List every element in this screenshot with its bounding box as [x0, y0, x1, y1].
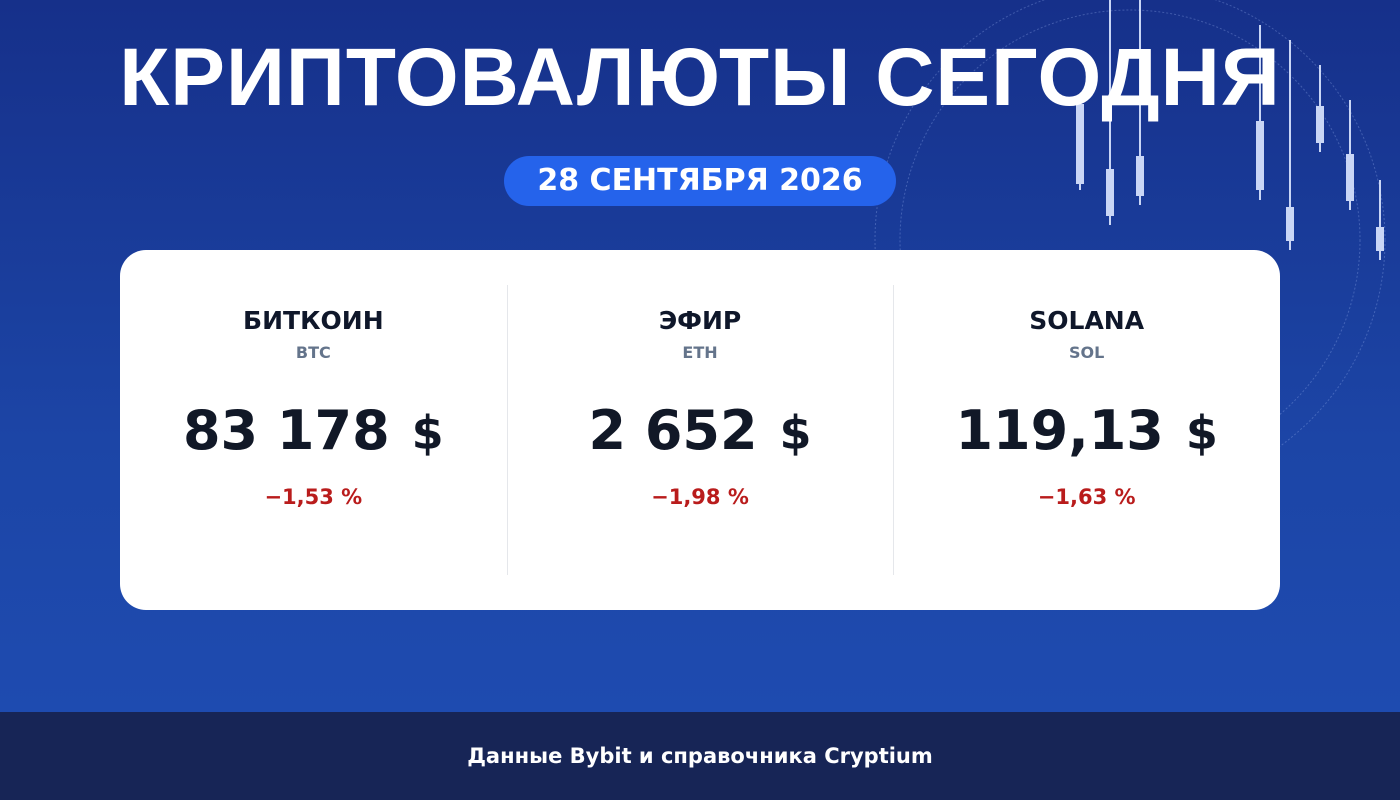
coin-column: БИТКОИН BTC 83 178 $ −1,53 %: [120, 250, 507, 610]
price-change: −1,53 %: [264, 485, 363, 509]
coin-name: БИТКОИН: [243, 306, 384, 335]
coin-price: 2 652 $: [507, 399, 894, 465]
prices-card: БИТКОИН BTC 83 178 $ −1,53 % ЭФИР ETH 2 652 $ −1,…: [120, 250, 1280, 610]
coin-ticker: ETH: [682, 343, 718, 362]
coin-column: ЭФИР ETH 2 652 $ −1,98 %: [506, 250, 894, 610]
footer-source: Данные Bybit и справочника Cryptium: [0, 712, 1400, 800]
price-change: −1,63 %: [1037, 485, 1136, 509]
coin-ticker: BTC: [295, 343, 331, 362]
price-change: −1,98 %: [651, 485, 749, 509]
price-value: 2 652: [588, 399, 758, 462]
price-currency: $: [779, 406, 812, 460]
coin-name: ЭФИР: [658, 306, 742, 335]
coin-name: SOLANA: [1029, 306, 1145, 335]
price-currency: $: [1185, 406, 1218, 460]
price-value: 119,13: [955, 399, 1164, 462]
price-value: 83 178: [182, 399, 390, 462]
price-currency: $: [411, 406, 444, 460]
coin-price: 119,13 $: [893, 399, 1280, 465]
coin-ticker: SOL: [1069, 343, 1105, 362]
coin-column: SOLANA SOL 119,13 $ −1,63 %: [893, 250, 1280, 610]
coin-price: 83 178 $: [120, 399, 507, 465]
title: КРИПТОВАЛЮТЫ СЕГОДНЯ: [119, 32, 1281, 123]
date-badge: 28 СЕНТЯБРЯ 2026: [504, 156, 896, 206]
